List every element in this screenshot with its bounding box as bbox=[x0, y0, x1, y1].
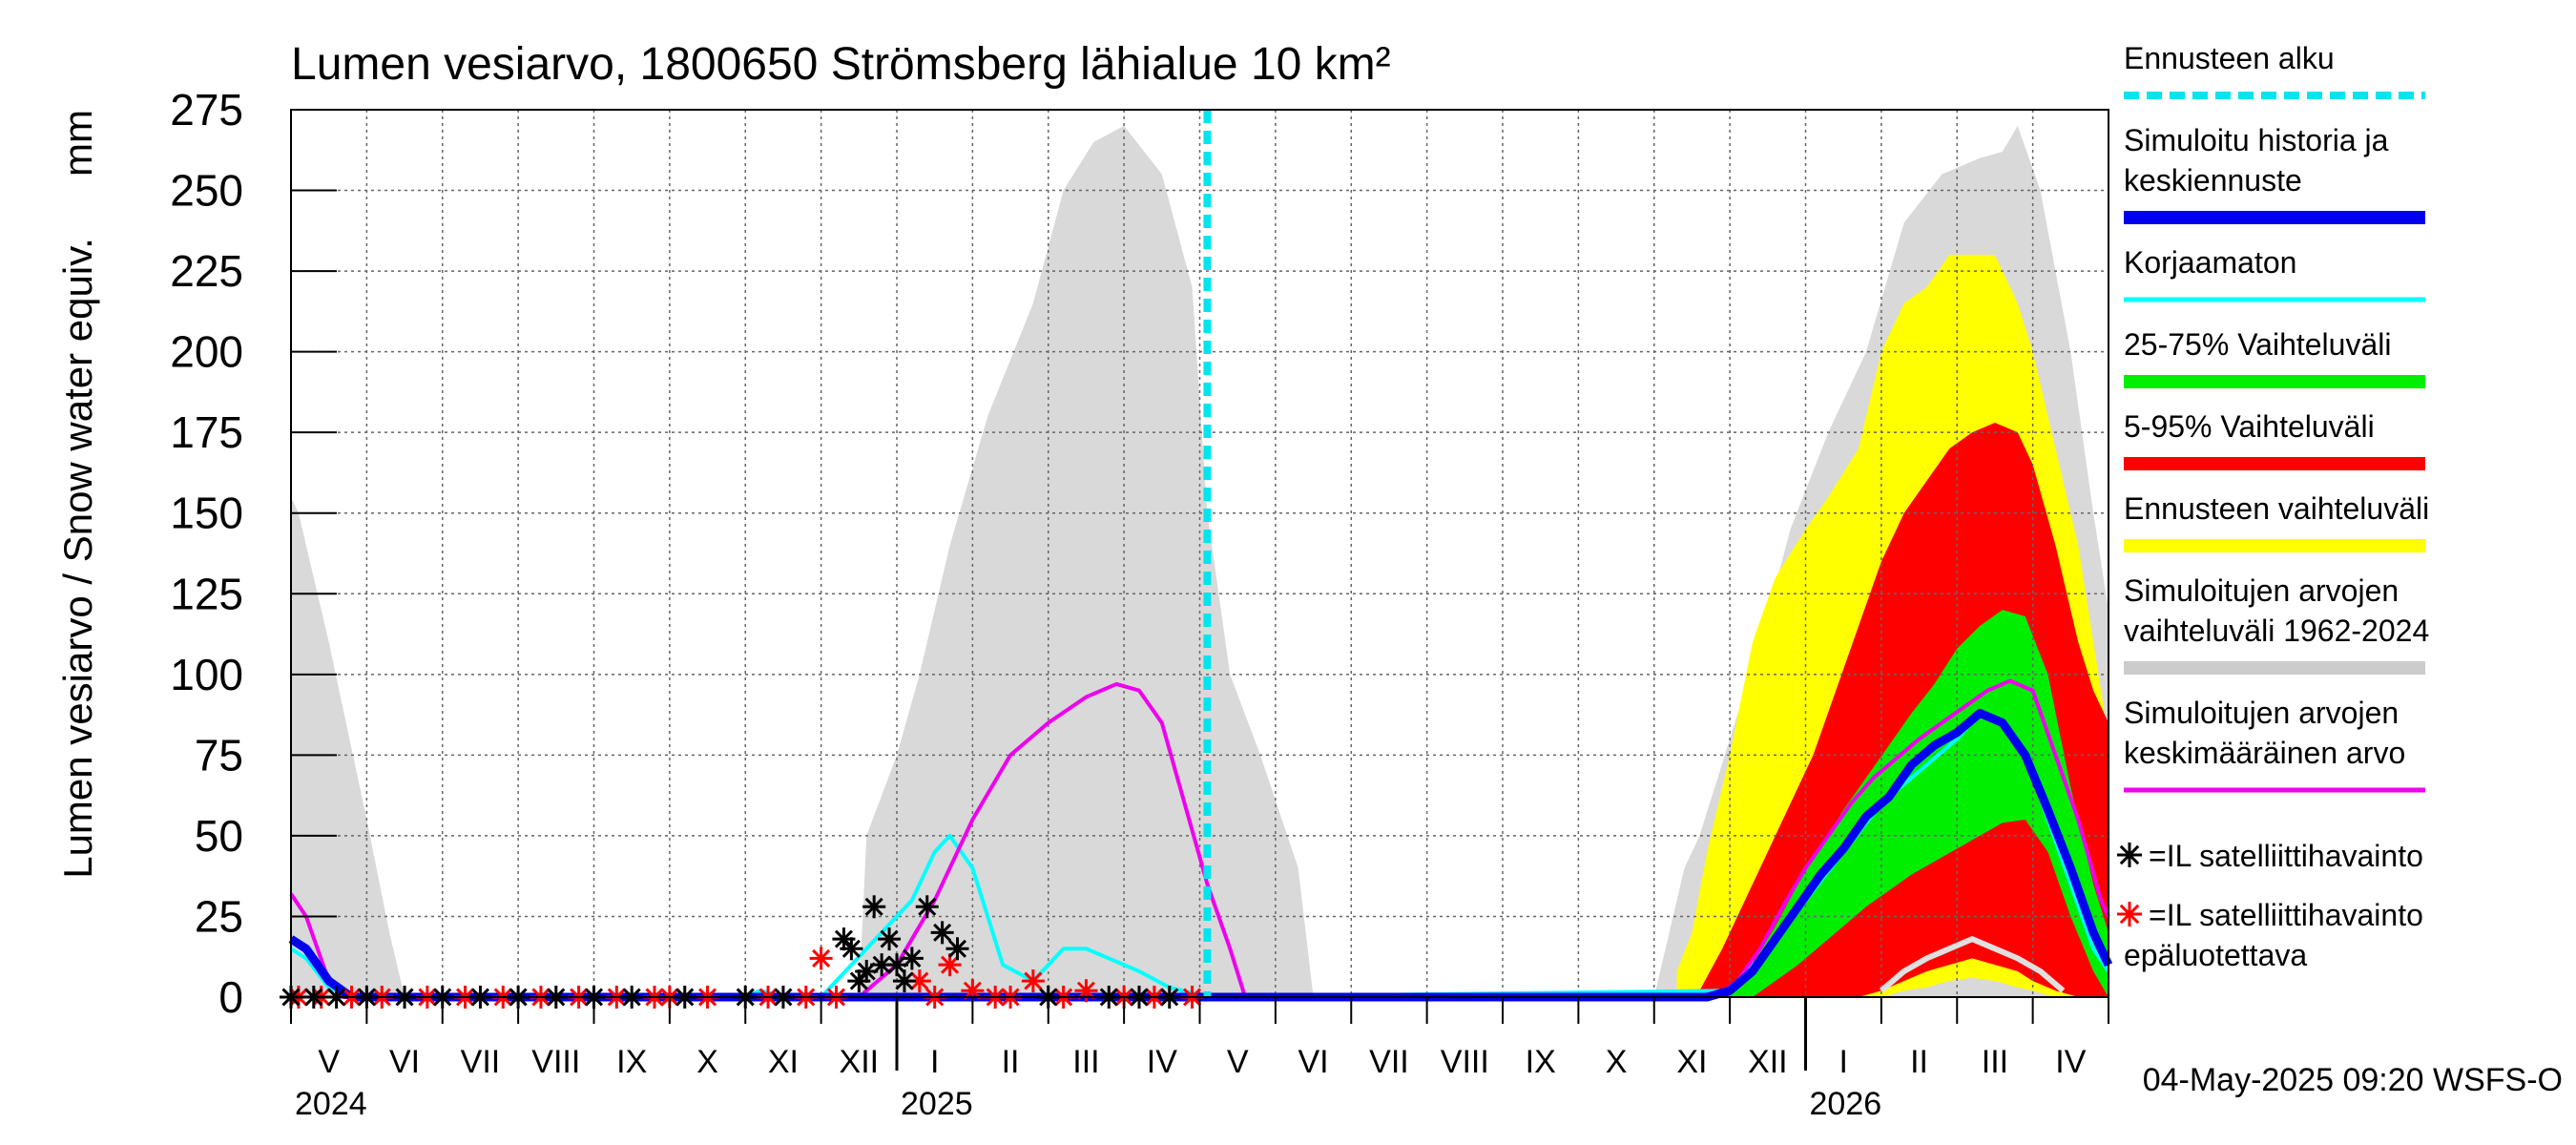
y-axis-label: Lumen vesiarvo / Snow water equiv. bbox=[55, 238, 100, 879]
legend-item: Korjaamaton bbox=[2124, 245, 2425, 302]
month-label: X bbox=[1606, 1044, 1628, 1080]
month-label: IX bbox=[1526, 1044, 1556, 1080]
y-axis-unit: mm bbox=[55, 110, 100, 177]
observation-unreliable-point bbox=[1074, 979, 1098, 1003]
month-label: I bbox=[1839, 1044, 1847, 1080]
month-label: VII bbox=[461, 1044, 501, 1080]
legend-label: epäluotettava bbox=[2124, 938, 2307, 972]
observation-reliable-point bbox=[878, 927, 902, 951]
month-label: VI bbox=[1298, 1044, 1329, 1080]
y-tick-label: 150 bbox=[170, 489, 243, 538]
legend-label: Simuloitujen arvojen bbox=[2124, 573, 2399, 608]
month-label: XI bbox=[768, 1044, 799, 1080]
legend-label: keskiennuste bbox=[2124, 163, 2302, 198]
observation-unreliable-point bbox=[907, 969, 931, 993]
legend-item: 25-75% Vaihteluväli bbox=[2124, 327, 2425, 388]
observation-reliable-point bbox=[862, 895, 886, 919]
legend-label: 25-75% Vaihteluväli bbox=[2124, 327, 2391, 362]
legend-item: Ennusteen vaihteluväli bbox=[2124, 491, 2429, 552]
month-label: IV bbox=[1147, 1044, 1177, 1080]
month-label: III bbox=[1072, 1044, 1099, 1080]
legend-label: =IL satelliittihavainto bbox=[2149, 839, 2423, 873]
y-tick-label: 75 bbox=[195, 730, 243, 780]
bands-layer bbox=[291, 125, 2109, 998]
month-label: VI bbox=[389, 1044, 420, 1080]
legend-item: 5-95% Vaihteluväli bbox=[2124, 409, 2425, 470]
y-tick-label: 125 bbox=[170, 569, 243, 618]
year-label: 2026 bbox=[1810, 1086, 1882, 1122]
month-label: VII bbox=[1369, 1044, 1409, 1080]
y-tick-label: 0 bbox=[218, 972, 243, 1022]
month-label: V bbox=[318, 1044, 340, 1080]
y-tick-label: 275 bbox=[170, 85, 243, 135]
month-label: IX bbox=[616, 1044, 647, 1080]
legend-label: vaihteluväli 1962-2024 bbox=[2124, 614, 2429, 648]
month-label: II bbox=[1002, 1044, 1020, 1080]
y-tick-label: 50 bbox=[195, 811, 243, 861]
chart-title: Lumen vesiarvo, 1800650 Strömsberg lähia… bbox=[291, 39, 1391, 90]
observation-reliable-point bbox=[930, 921, 954, 945]
y-tick-label: 100 bbox=[170, 650, 243, 699]
y-axis: 0 25 50 75 100 125 150 175 200 225 250 275 bbox=[170, 85, 337, 1022]
y-tick-label: 250 bbox=[170, 166, 243, 216]
month-label: II bbox=[1910, 1044, 1928, 1080]
legend-item: Simuloitujen arvojen vaihteluväli 1962-20… bbox=[2124, 573, 2429, 675]
legend-item: Simuloitujen arvojen keskimääräinen arvo bbox=[2124, 696, 2425, 793]
y-tick-label: 175 bbox=[170, 407, 243, 457]
observation-reliable-point bbox=[847, 969, 871, 993]
legend-label: Simuloitujen arvojen bbox=[2124, 696, 2399, 730]
observation-reliable-point bbox=[945, 937, 969, 961]
legend-label: keskimääräinen arvo bbox=[2124, 736, 2405, 770]
historical-range-band bbox=[291, 125, 2109, 998]
y-tick-label: 25 bbox=[195, 891, 243, 941]
x-axis: V VI VII VIII IX X XI XII I II III IV V VI VII VIII IX X X… bbox=[290, 996, 2109, 1122]
legend-item: Ennusteen alku bbox=[2124, 41, 2425, 99]
minimum-range-line bbox=[1879, 936, 2066, 993]
month-label: VIII bbox=[1441, 1044, 1489, 1080]
footer-timestamp: 04-May-2025 09:20 WSFS-O bbox=[2143, 1062, 2563, 1098]
legend-item: =IL satelliittihavainto bbox=[2117, 839, 2423, 873]
month-label: XI bbox=[1676, 1044, 1707, 1080]
observation-reliable-point bbox=[900, 947, 924, 970]
legend-item: =IL satelliittihavainto epäluotettava bbox=[2117, 898, 2423, 972]
year-label: 2024 bbox=[295, 1086, 367, 1122]
observation-reliable-point bbox=[892, 969, 916, 993]
observation-unreliable-point bbox=[938, 953, 962, 977]
month-label: IV bbox=[2055, 1044, 2086, 1080]
legend-star-marker bbox=[2117, 902, 2142, 926]
month-label: X bbox=[696, 1044, 718, 1080]
observation-reliable-point bbox=[915, 895, 939, 919]
legend-label: =IL satelliittihavainto bbox=[2149, 898, 2423, 932]
legend-label: Ennusteen alku bbox=[2124, 41, 2335, 75]
legend: Ennusteen alku Simuloitu historia ja keski… bbox=[2117, 41, 2429, 972]
y-tick-label: 200 bbox=[170, 327, 243, 377]
legend-star-marker bbox=[2117, 843, 2142, 867]
legend-label: Simuloitu historia ja bbox=[2124, 123, 2389, 157]
month-label: VIII bbox=[531, 1044, 580, 1080]
legend-item: Simuloitu historia ja keskiennuste bbox=[2124, 123, 2425, 224]
month-label: XII bbox=[840, 1044, 880, 1080]
month-label: I bbox=[930, 1044, 939, 1080]
p25-p75-band bbox=[1730, 610, 2109, 997]
month-label: III bbox=[1982, 1044, 2008, 1080]
observation-unreliable-point bbox=[809, 947, 833, 970]
legend-label: Korjaamaton bbox=[2124, 245, 2296, 280]
observation-reliable-point bbox=[840, 937, 863, 961]
year-label: 2025 bbox=[901, 1086, 973, 1122]
month-label: XII bbox=[1748, 1044, 1788, 1080]
month-label: V bbox=[1227, 1044, 1249, 1080]
legend-label: Ennusteen vaihteluväli bbox=[2124, 491, 2429, 526]
y-tick-label: 225 bbox=[170, 246, 243, 296]
observation-unreliable-point bbox=[1021, 969, 1045, 993]
p05-p95-band bbox=[1699, 423, 2109, 997]
legend-label: 5-95% Vaihteluväli bbox=[2124, 409, 2375, 444]
